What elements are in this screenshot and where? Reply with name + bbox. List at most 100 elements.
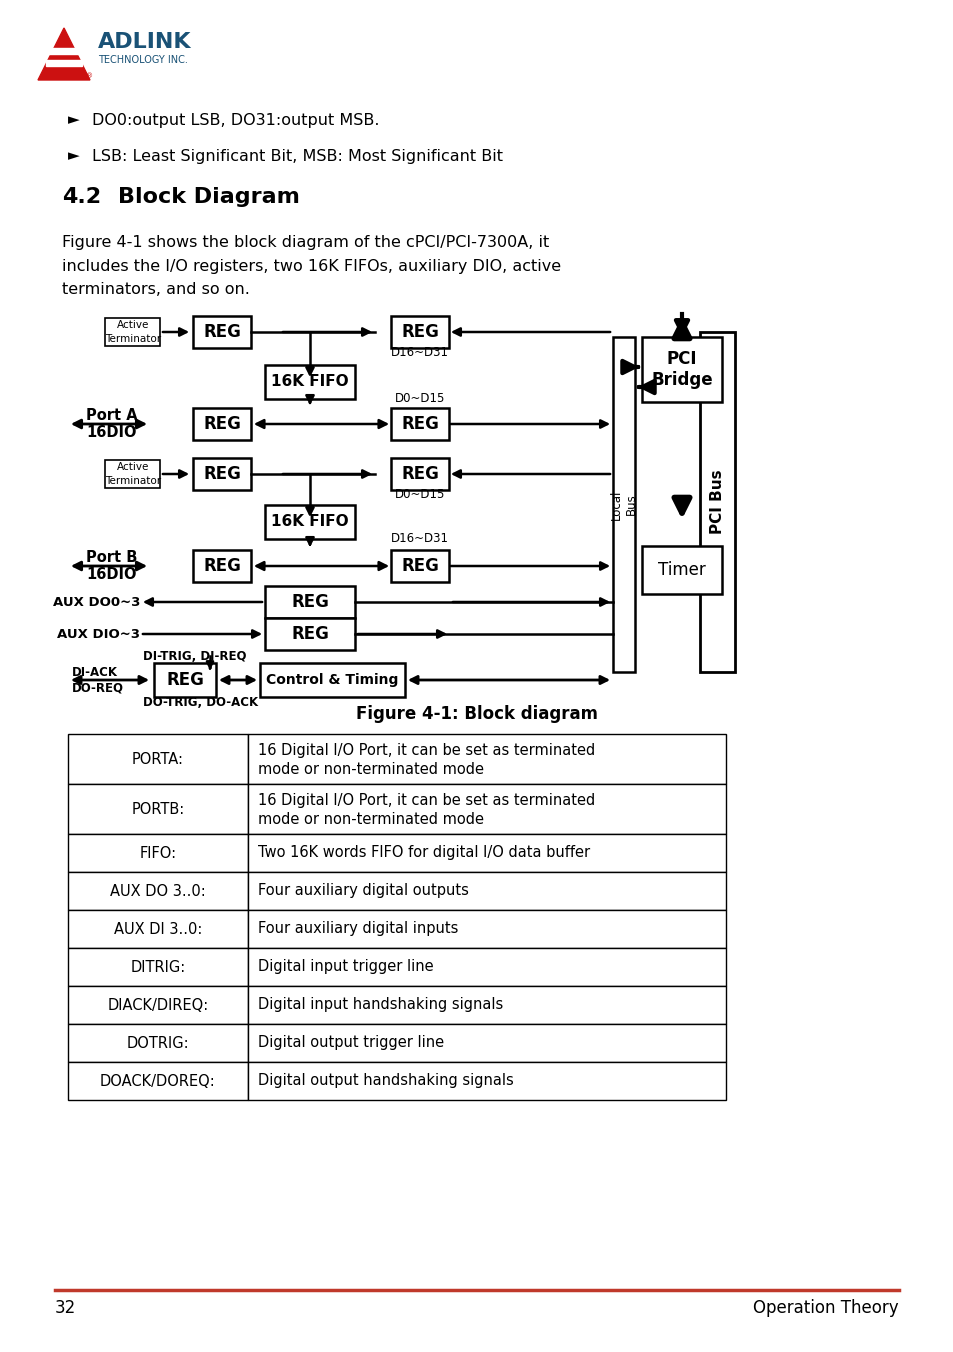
Text: DIACK/DIREQ:: DIACK/DIREQ:: [108, 998, 209, 1013]
Text: Control & Timing: Control & Timing: [266, 673, 398, 687]
Text: AUX DI 3..0:: AUX DI 3..0:: [113, 922, 202, 937]
Text: TECHNOLOGY INC.: TECHNOLOGY INC.: [98, 55, 188, 65]
Text: Local
Bus: Local Bus: [609, 489, 638, 519]
Text: REG: REG: [166, 671, 204, 690]
Text: 16K FIFO: 16K FIFO: [271, 375, 349, 389]
Bar: [68, 872, 248, 910]
Polygon shape: [46, 59, 82, 66]
Text: LSB: Least Significant Bit, MSB: Most Significant Bit: LSB: Least Significant Bit, MSB: Most Si…: [91, 149, 502, 164]
Bar: [265, 365, 355, 399]
Bar: [265, 506, 355, 539]
Bar: [193, 316, 251, 347]
Bar: [391, 316, 449, 347]
Text: D0~D15: D0~D15: [395, 488, 445, 500]
Text: Operation Theory: Operation Theory: [753, 1299, 898, 1317]
Text: REG: REG: [291, 625, 329, 644]
Text: PORTA:: PORTA:: [132, 752, 184, 767]
Text: DI-ACK: DI-ACK: [71, 665, 118, 679]
Bar: [193, 408, 251, 439]
Bar: [248, 948, 725, 986]
Bar: [391, 458, 449, 489]
Bar: [260, 662, 405, 698]
Text: terminators, and so on.: terminators, and so on.: [62, 283, 250, 297]
Text: REG: REG: [203, 465, 241, 483]
Text: 16 Digital I/O Port, it can be set as terminated: 16 Digital I/O Port, it can be set as te…: [257, 744, 595, 758]
Bar: [68, 948, 248, 986]
Bar: [68, 1063, 248, 1101]
Bar: [265, 618, 355, 650]
Bar: [265, 585, 355, 618]
Text: 16K FIFO: 16K FIFO: [271, 515, 349, 530]
Bar: [248, 834, 725, 872]
Bar: [68, 1023, 248, 1063]
Text: 32: 32: [55, 1299, 76, 1317]
Text: D16~D31: D16~D31: [391, 531, 449, 545]
Text: Terminator: Terminator: [105, 334, 161, 343]
Text: REG: REG: [203, 415, 241, 433]
Text: AUX DO0~3: AUX DO0~3: [52, 595, 140, 608]
Bar: [68, 986, 248, 1023]
Text: REG: REG: [400, 415, 438, 433]
Bar: [391, 550, 449, 581]
Bar: [193, 458, 251, 489]
Text: Terminator: Terminator: [105, 476, 161, 485]
Text: ►: ►: [68, 112, 80, 127]
Text: Four auxiliary digital outputs: Four auxiliary digital outputs: [257, 883, 468, 899]
Text: REG: REG: [203, 557, 241, 575]
Bar: [68, 734, 248, 784]
Text: Digital output handshaking signals: Digital output handshaking signals: [257, 1073, 514, 1088]
Bar: [106, 460, 160, 488]
Bar: [193, 550, 251, 581]
Text: D0~D15: D0~D15: [395, 392, 445, 404]
Bar: [391, 408, 449, 439]
Text: REG: REG: [291, 594, 329, 611]
Text: REG: REG: [203, 323, 241, 341]
Bar: [248, 872, 725, 910]
Text: ADLINK: ADLINK: [98, 32, 192, 51]
Text: DI-TRIG, DI-REQ: DI-TRIG, DI-REQ: [143, 649, 246, 662]
Bar: [613, 337, 635, 672]
Text: Digital output trigger line: Digital output trigger line: [257, 1036, 444, 1051]
Text: REG: REG: [400, 465, 438, 483]
Polygon shape: [46, 49, 82, 54]
Polygon shape: [38, 28, 90, 80]
Text: DITRIG:: DITRIG:: [131, 960, 186, 975]
Bar: [106, 318, 160, 346]
Text: Two 16K words FIFO for digital I/O data buffer: Two 16K words FIFO for digital I/O data …: [257, 845, 590, 860]
Bar: [68, 784, 248, 834]
Text: DO-REQ: DO-REQ: [71, 681, 124, 695]
Text: includes the I/O registers, two 16K FIFOs, auxiliary DIO, active: includes the I/O registers, two 16K FIFO…: [62, 258, 560, 273]
Text: ►: ►: [68, 149, 80, 164]
Bar: [248, 734, 725, 784]
Text: Active: Active: [116, 462, 149, 472]
Bar: [248, 784, 725, 834]
Text: mode or non-terminated mode: mode or non-terminated mode: [257, 761, 483, 776]
Text: Figure 4-1: Block diagram: Figure 4-1: Block diagram: [355, 704, 598, 723]
Bar: [700, 333, 734, 672]
Text: FIFO:: FIFO:: [139, 845, 176, 860]
Text: DO-TRIG, DO-ACK: DO-TRIG, DO-ACK: [143, 695, 258, 708]
Text: DOTRIG:: DOTRIG:: [127, 1036, 189, 1051]
Bar: [248, 1023, 725, 1063]
Text: ®: ®: [87, 73, 93, 78]
Text: Active: Active: [116, 320, 149, 330]
Text: Digital input trigger line: Digital input trigger line: [257, 960, 434, 975]
Text: AUX DO 3..0:: AUX DO 3..0:: [110, 883, 206, 899]
Bar: [248, 1063, 725, 1101]
Text: PORTB:: PORTB:: [132, 802, 185, 817]
Text: 16 Digital I/O Port, it can be set as terminated: 16 Digital I/O Port, it can be set as te…: [257, 794, 595, 808]
Text: Figure 4-1 shows the block diagram of the cPCI/PCI-7300A, it: Figure 4-1 shows the block diagram of th…: [62, 234, 549, 250]
Text: DO0:output LSB, DO31:output MSB.: DO0:output LSB, DO31:output MSB.: [91, 112, 379, 127]
Text: Digital input handshaking signals: Digital input handshaking signals: [257, 998, 503, 1013]
Text: PCI
Bridge: PCI Bridge: [651, 350, 712, 389]
Text: REG: REG: [400, 557, 438, 575]
Text: D16~D31: D16~D31: [391, 346, 449, 358]
Bar: [248, 910, 725, 948]
Bar: [641, 546, 721, 594]
Text: Four auxiliary digital inputs: Four auxiliary digital inputs: [257, 922, 457, 937]
Text: mode or non-terminated mode: mode or non-terminated mode: [257, 811, 483, 826]
Bar: [248, 986, 725, 1023]
Bar: [641, 337, 721, 402]
Text: AUX DIO~3: AUX DIO~3: [57, 627, 140, 641]
Text: Port B
16DIO: Port B 16DIO: [86, 550, 137, 583]
